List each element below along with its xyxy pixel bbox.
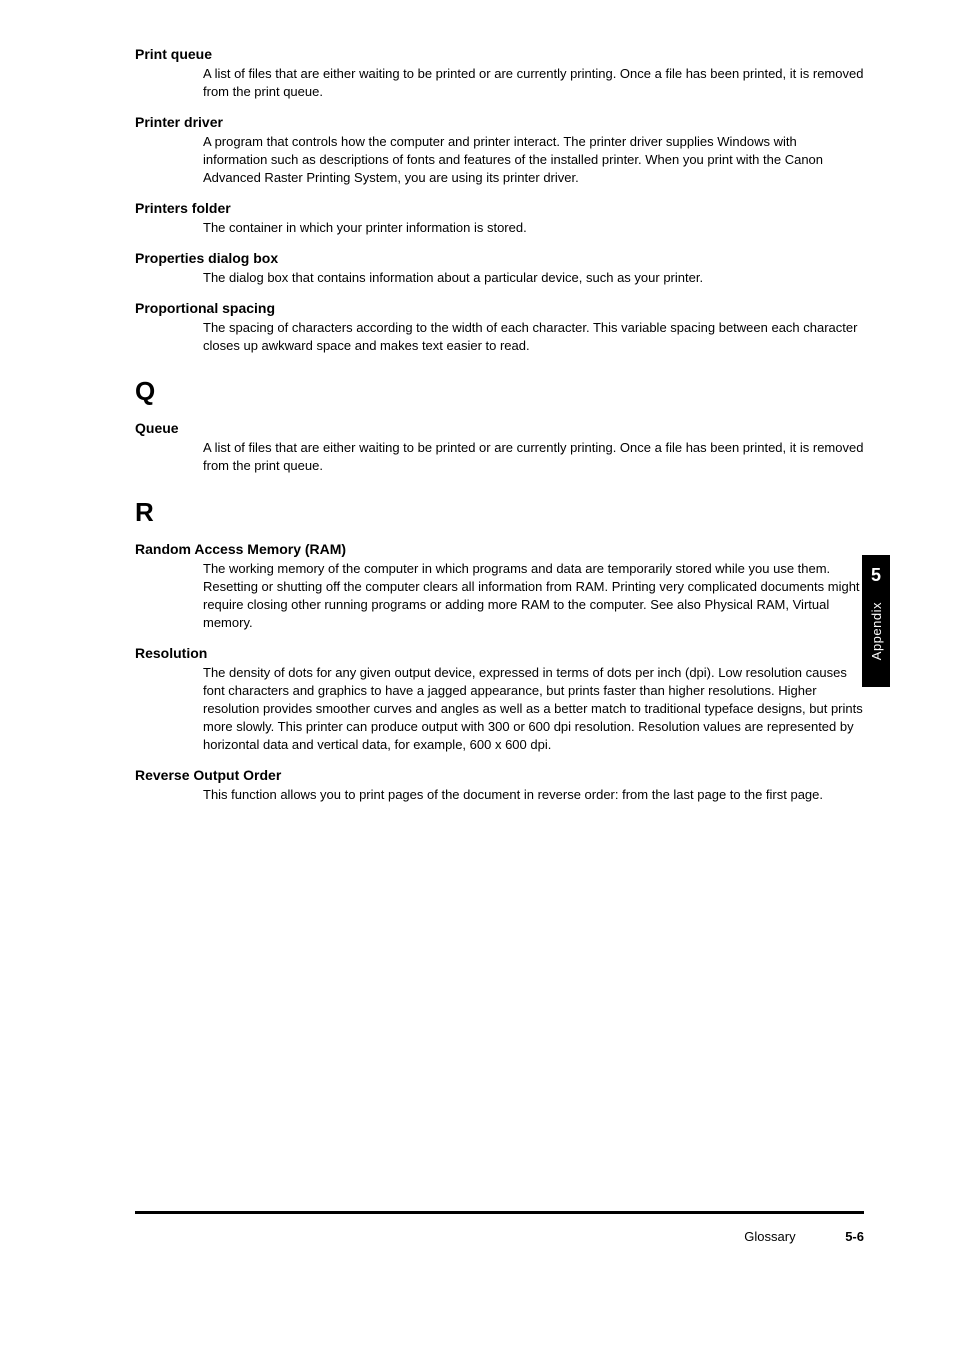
side-tab-number: 5 <box>871 565 881 586</box>
def-resolution: The density of dots for any given output… <box>203 664 864 754</box>
term-queue: Queue <box>135 420 864 436</box>
footer: Glossary 5-6 <box>744 1229 864 1244</box>
footer-section: Glossary <box>744 1229 795 1244</box>
def-reverse-output-order: This function allows you to print pages … <box>203 786 864 804</box>
term-printers-folder: Printers folder <box>135 200 864 216</box>
def-queue: A list of files that are either waiting … <box>203 439 864 475</box>
section-letter-r: R <box>135 497 864 528</box>
term-print-queue: Print queue <box>135 46 864 62</box>
page: Print queue A list of files that are eit… <box>0 0 954 1352</box>
def-printers-folder: The container in which your printer info… <box>203 219 864 237</box>
side-tab: 5 Appendix <box>862 555 890 687</box>
term-properties-dialog-box: Properties dialog box <box>135 250 864 266</box>
def-print-queue: A list of files that are either waiting … <box>203 65 864 101</box>
term-printer-driver: Printer driver <box>135 114 864 130</box>
term-reverse-output-order: Reverse Output Order <box>135 767 864 783</box>
term-proportional-spacing: Proportional spacing <box>135 300 864 316</box>
def-printer-driver: A program that controls how the computer… <box>203 133 864 187</box>
footer-page-number: 5-6 <box>845 1229 864 1244</box>
def-proportional-spacing: The spacing of characters according to t… <box>203 319 864 355</box>
side-tab-label: Appendix <box>869 602 884 660</box>
term-ram: Random Access Memory (RAM) <box>135 541 864 557</box>
def-ram: The working memory of the computer in wh… <box>203 560 864 632</box>
def-properties-dialog-box: The dialog box that contains information… <box>203 269 864 287</box>
section-letter-q: Q <box>135 376 864 407</box>
term-resolution: Resolution <box>135 645 864 661</box>
footer-rule <box>135 1211 864 1214</box>
